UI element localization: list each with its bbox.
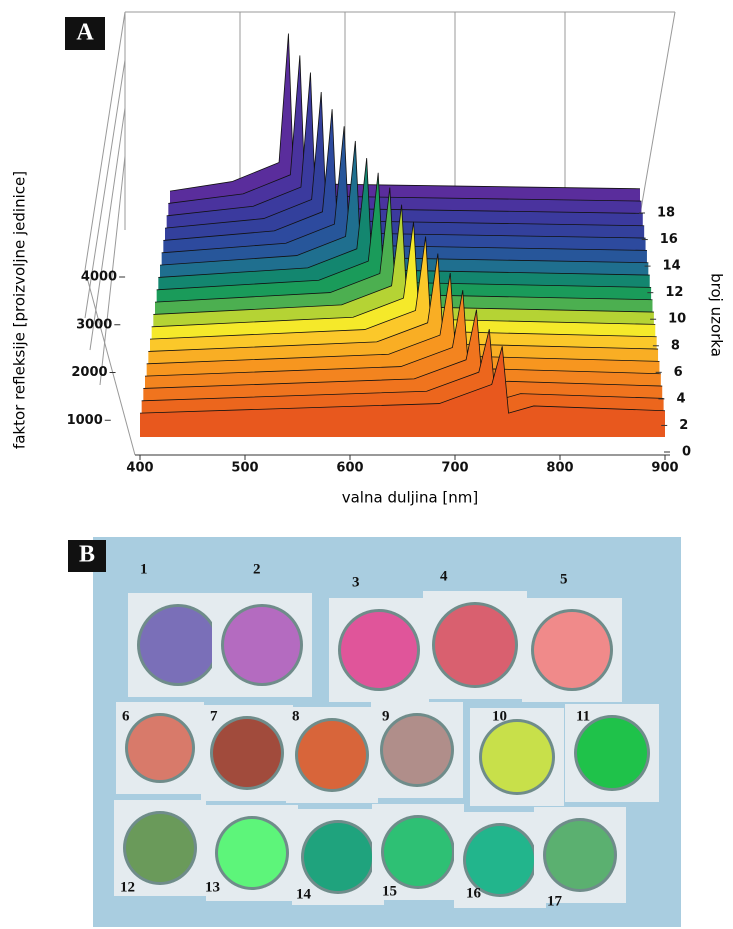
spectrum-line [148,253,659,352]
y-tick-label: 4000 [81,270,117,285]
sample-disc [546,821,614,889]
sample-number: 14 [296,886,312,902]
sample-number: 15 [382,883,397,899]
spectrum-line [143,309,663,389]
z-tick-label: 0 [682,445,691,460]
y-tick-label: 1000 [67,413,103,428]
sample-number: 10 [492,708,507,724]
sample-disc [304,823,372,891]
x-tick-label: 700 [441,461,468,476]
spectrum-area [166,72,643,240]
sample-disc [140,607,216,683]
spectrum-line [139,346,666,414]
panel-label-box [68,540,106,572]
spectrum-line [146,273,660,365]
y-tick-label: 2000 [71,365,107,380]
sample-number: 2 [253,561,261,577]
y-axis-label: faktor refleksije [proizvoljne jedinice] [11,171,29,449]
sample-number: 17 [547,893,563,909]
sample-disc [224,607,300,683]
x-axis-label: valna duljina [nm] [342,489,479,507]
sample-disc [384,818,452,886]
sample-disc [435,605,515,685]
sample-disc [213,719,281,787]
spectrum-area [165,92,645,252]
z-tick-label: 8 [671,338,680,353]
x-tick-label: 600 [336,461,363,476]
sample-number: 11 [576,708,590,724]
panel-label-box [65,17,105,50]
sample-number: 9 [382,708,390,724]
sample-number: 13 [205,879,220,895]
sample-disc [128,716,192,780]
spectrum-area [140,346,665,437]
sample-disc [298,721,366,789]
spectrum-line [141,329,664,402]
z-tick-label: 6 [674,365,683,380]
spectrum-area [143,309,663,413]
sample-number: 3 [352,574,360,590]
sample-number: 12 [120,879,135,895]
sample-number: 16 [466,885,482,901]
z-tick-label: 2 [679,418,688,433]
z-axis-label: broj uzorka [708,273,726,357]
sample-number: 1 [140,561,148,577]
sample-number: 5 [560,571,568,587]
panel-label: A [76,20,94,46]
sample-disc [466,826,534,894]
panel-label: B [79,542,95,568]
x-tick-label: 900 [651,461,678,476]
z-tick-label: 16 [660,232,678,247]
spectrum-line [144,290,661,377]
sample-disc [482,722,552,792]
plot: 400 500 600 700 800 900 1000 2000 3000 4000 0 2 4 6 8 1… [67,33,691,476]
y-tick-label: 3000 [76,317,112,332]
spectrum-area [141,329,664,425]
spectrum-area [153,204,654,339]
sample-number: 6 [122,708,130,724]
spectrum-area [145,290,661,400]
sample-disc [218,819,286,887]
sample-disc [577,718,647,788]
z-tick-label: 12 [665,285,683,300]
z-tick-label: 4 [676,391,685,406]
box [84,11,676,456]
x-tick-label: 500 [231,461,258,476]
sample-disc [534,612,610,688]
z-tick-label: 18 [657,206,675,221]
sample-number: 4 [440,568,448,584]
x-tick-label: 400 [126,461,153,476]
x-tick-label: 800 [546,461,573,476]
sample-number: 7 [210,708,218,724]
sample-disc [341,612,417,688]
spectrum-area [170,33,640,215]
z-tick-label: 10 [668,312,686,327]
z-tick-label: 14 [663,259,681,274]
spectrum-area [168,55,642,228]
sample-number: 8 [292,708,300,724]
sample-disc [383,716,451,784]
sample-disc [126,814,194,882]
